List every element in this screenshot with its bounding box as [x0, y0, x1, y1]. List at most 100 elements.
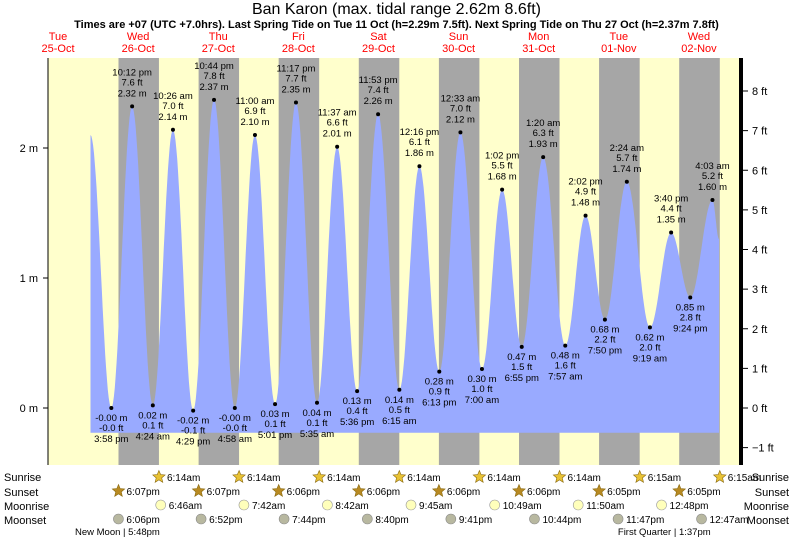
right-axis-tick-label: 6 ft [752, 165, 767, 177]
high-tide-time: 10:12 pm [112, 67, 152, 78]
tide-extreme-dot [170, 127, 175, 132]
low-tide-meters: 0.03 m [261, 409, 290, 420]
moonset-icon [612, 513, 624, 525]
chart-subtitle: Times are +07 (UTC +7.0hrs). Last Spring… [74, 19, 719, 31]
low-tide-meters: 0.68 m [590, 325, 619, 336]
high-tide-time: 10:44 pm [194, 61, 234, 72]
day-name: Sun [449, 31, 469, 43]
right-axis-tick-label: 5 ft [752, 205, 767, 217]
low-tide-feet: 1.0 ft [471, 384, 492, 395]
low-tide-feet: 0.1 ft [264, 419, 285, 430]
high-tide-meters: 1.93 m [529, 139, 558, 150]
high-tide-feet: 5.7 ft [616, 153, 637, 164]
sunrise-icon [632, 469, 647, 483]
day-date: 27-Oct [202, 43, 235, 55]
chart-title: Ban Karon (max. tidal range 2.62m 8.6ft) [251, 1, 542, 18]
high-tide-meters: 1.74 m [612, 164, 641, 175]
sunrise-icon [552, 469, 567, 483]
day-date: 28-Oct [282, 43, 315, 55]
tide-extreme-dot [519, 344, 524, 349]
moonset-icon [278, 513, 290, 525]
high-tide-meters: 2.26 m [364, 96, 393, 107]
day-date: 01-Nov [601, 43, 637, 55]
sunrise-time: 6:14am [247, 473, 280, 484]
high-tide-time: 1:20 am [526, 118, 560, 129]
moonrise-time: 8:42am [335, 501, 368, 512]
tide-extreme-dot [273, 402, 278, 407]
low-tide-meters: 0.47 m [507, 352, 536, 363]
high-tide-meters: 2.12 m [446, 114, 475, 125]
day-name: Sat [370, 31, 387, 43]
sunrise-row-label-right: Sunrise [752, 472, 789, 484]
sunset-row-label: Sunset [4, 487, 38, 499]
low-tide-feet: 0.1 ft [306, 418, 327, 429]
moonset-row-label-right: Moonset [747, 515, 789, 527]
high-tide-feet: 7.8 ft [203, 71, 224, 82]
tide-extreme-dot [563, 343, 568, 348]
low-tide-time: 5:36 pm [340, 417, 374, 428]
high-tide-time: 10:26 am [153, 91, 193, 102]
high-tide-feet: 4.9 ft [575, 187, 596, 198]
sunset-icon [111, 483, 126, 497]
moonset-icon [195, 513, 207, 525]
high-tide-time: 1:02 pm [485, 151, 519, 162]
tide-extreme-dot [688, 295, 693, 300]
sunrise-icon [312, 469, 327, 483]
high-tide-time: 11:00 am [236, 96, 275, 107]
right-axis-tick-label: 2 ft [752, 324, 767, 336]
sunset-icon [271, 483, 286, 497]
low-tide-time: 3:58 pm [94, 434, 128, 445]
high-tide-time: 2:02 pm [568, 177, 602, 188]
high-tide-feet: 7.0 ft [162, 101, 183, 112]
sunset-time: 6:06pm [367, 487, 400, 498]
sunrise-time: 6:14am [327, 473, 360, 484]
sunrise-icon [392, 469, 407, 483]
sunrise-icon [472, 469, 487, 483]
high-tide-feet: 6.1 ft [409, 137, 430, 148]
moonrise-time: 6:46am [169, 501, 202, 512]
sunset-icon [672, 483, 687, 497]
moonset-time: 8:40pm [375, 515, 408, 526]
right-axis-bar [739, 58, 743, 465]
high-tide-feet: 4.4 ft [661, 204, 682, 215]
tide-curve [90, 99, 719, 433]
sunrise-time: 6:15am [728, 473, 761, 484]
right-axis-tick-label: 8 ft [752, 86, 767, 98]
sunset-icon [592, 483, 607, 497]
tide-extreme-dot [252, 133, 257, 137]
high-tide-time: 12:16 pm [400, 127, 440, 138]
axes: 0 m 1 m 2 m −1 ft 0 ft 1 ft 2 ft 3 ft 4 ft 5 ft 6 … [20, 58, 774, 465]
high-tide-meters: 1.60 m [698, 182, 727, 193]
low-tide-meters: 0.14 m [385, 395, 414, 406]
moonset-icon [113, 513, 124, 525]
high-tide-time: 11:17 pm [277, 64, 316, 75]
day-date: 02-Nov [681, 43, 717, 55]
sunset-icon [431, 483, 446, 497]
left-axis-tick-label: 2 m [20, 143, 38, 155]
high-tide-feet: 5.2 ft [702, 171, 723, 182]
moonrise-row-label-right: Moonrise [744, 501, 789, 513]
low-tide-time: 7:00 am [465, 395, 499, 406]
high-tide-feet: 7.6 ft [122, 77, 143, 88]
low-tide-time: 6:13 pm [422, 398, 456, 409]
tide-extreme-dot [355, 389, 360, 394]
low-tide-meters: -0.00 m [95, 413, 127, 424]
high-tide-feet: 5.5 ft [492, 161, 513, 172]
moonset-icon [362, 513, 373, 525]
tide-extreme-dot [191, 408, 196, 413]
moon-phase-label: First Quarter | 1:37pm [618, 527, 711, 538]
tide-extreme-dot [669, 230, 674, 235]
high-tide-meters: 2.14 m [158, 112, 187, 123]
low-tide-meters: 0.04 m [302, 408, 331, 419]
left-axis-tick-label: 0 m [20, 403, 38, 415]
low-tide-feet: 1.6 ft [555, 361, 576, 372]
day-date: 30-Oct [442, 43, 475, 55]
tide-extreme-dot [458, 130, 463, 135]
moonset-time: 11:47pm [626, 515, 664, 526]
moonrise-icon [405, 499, 417, 511]
moonrise-icon [656, 499, 667, 511]
tide-extreme-dot [232, 406, 237, 410]
right-axis-tick-label: 4 ft [752, 245, 767, 257]
day-date: 26-Oct [122, 43, 155, 55]
